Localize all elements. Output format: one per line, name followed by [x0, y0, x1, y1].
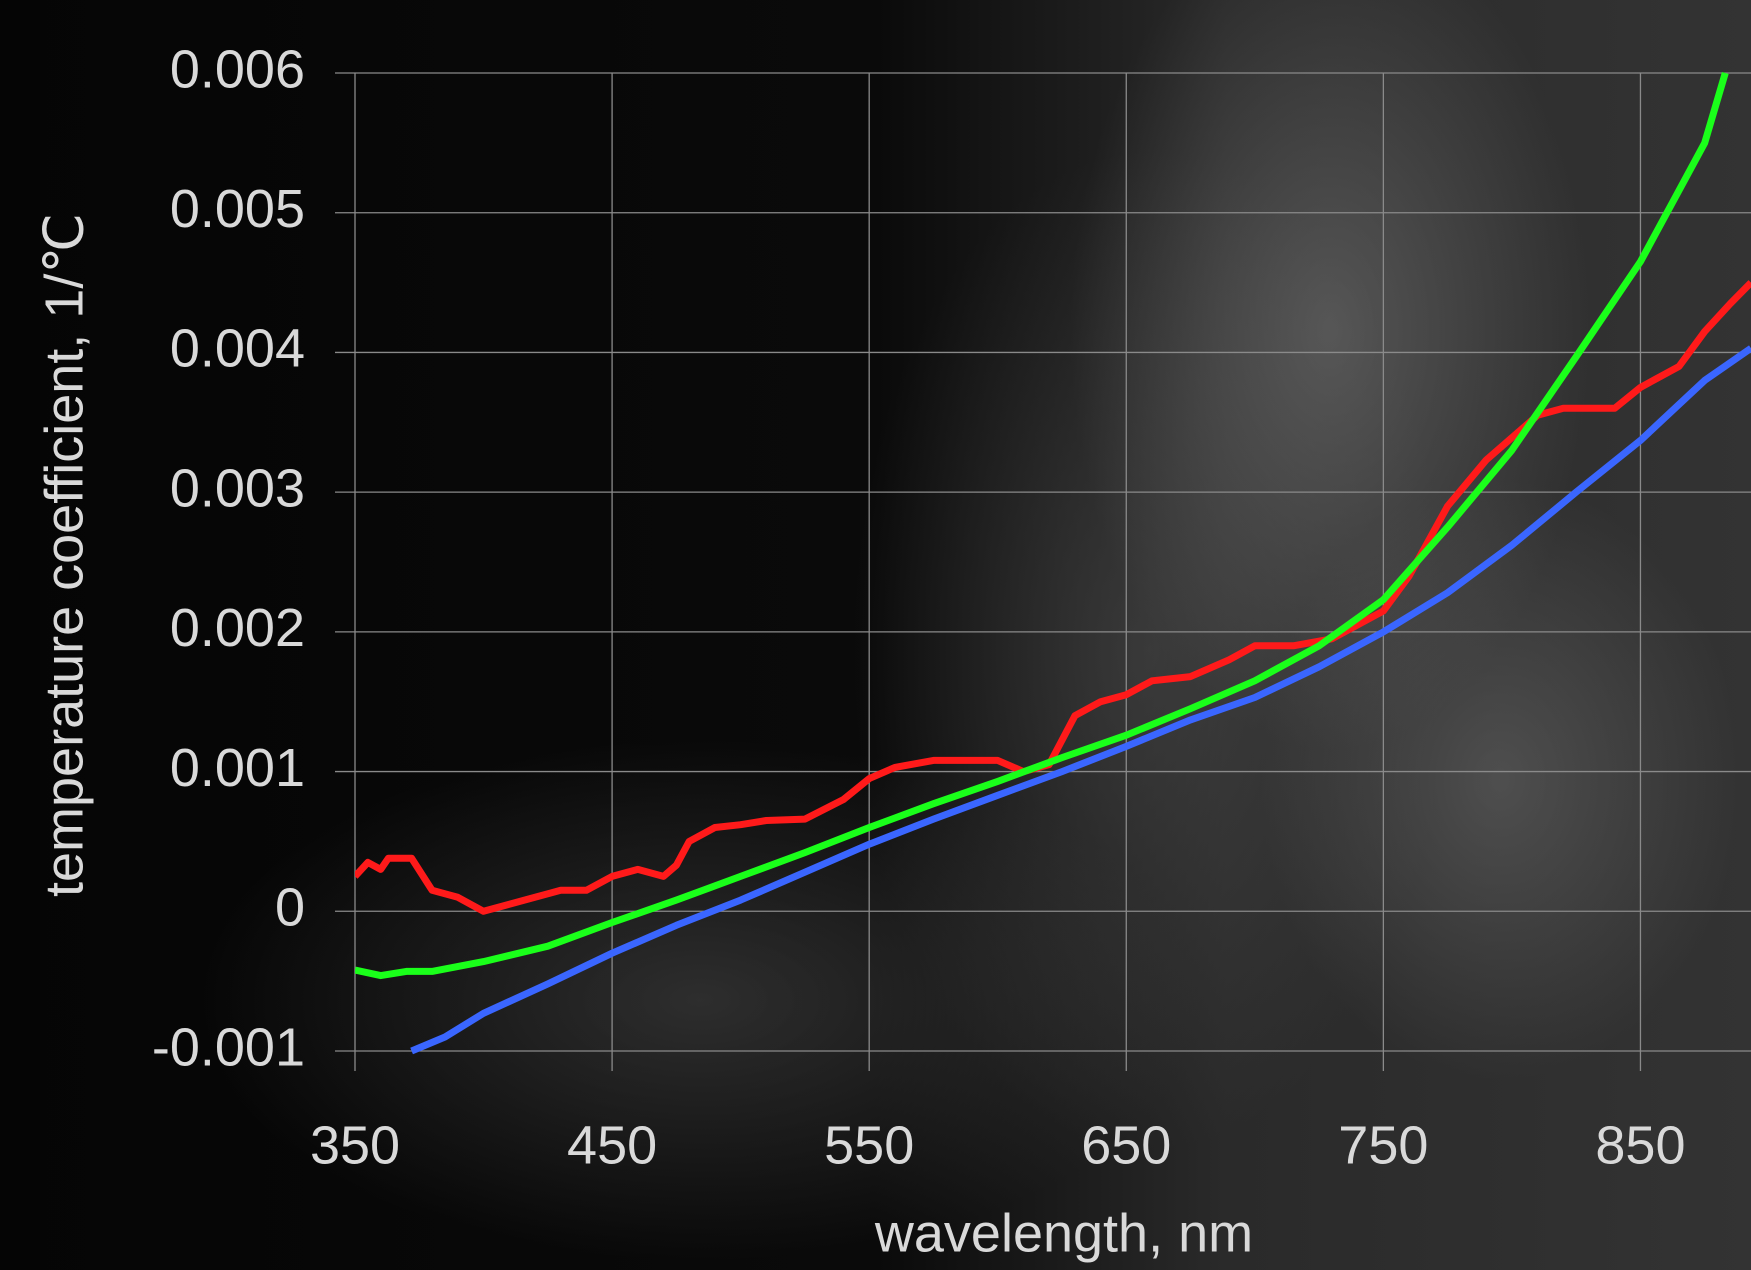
x-axis-label: wavelength, nm: [874, 1203, 1253, 1263]
y-tick-label: 0.004: [170, 319, 305, 379]
x-tick-label: 750: [1338, 1115, 1428, 1175]
x-tick-label: 850: [1595, 1115, 1685, 1175]
y-tick-label: -0.001: [152, 1017, 305, 1077]
y-tick-label: 0.006: [170, 39, 305, 99]
x-tick-label: 450: [567, 1115, 657, 1175]
x-tick-label: 350: [310, 1115, 400, 1175]
data-line: [410, 345, 1751, 1055]
y-tick-label: 0: [275, 878, 305, 938]
y-tick-label: 0.003: [170, 458, 305, 518]
x-tick-label: 650: [1081, 1115, 1171, 1175]
data-line: [355, 72, 1729, 980]
x-tick-label: 550: [824, 1115, 914, 1175]
y-tick-label: 0.005: [170, 179, 305, 239]
y-axis-label: temperature coefficient, 1/℃: [34, 213, 94, 897]
y-tick-label: 0.001: [170, 738, 305, 798]
y-tick-label: 0.002: [170, 598, 305, 658]
data-line: [355, 280, 1751, 915]
